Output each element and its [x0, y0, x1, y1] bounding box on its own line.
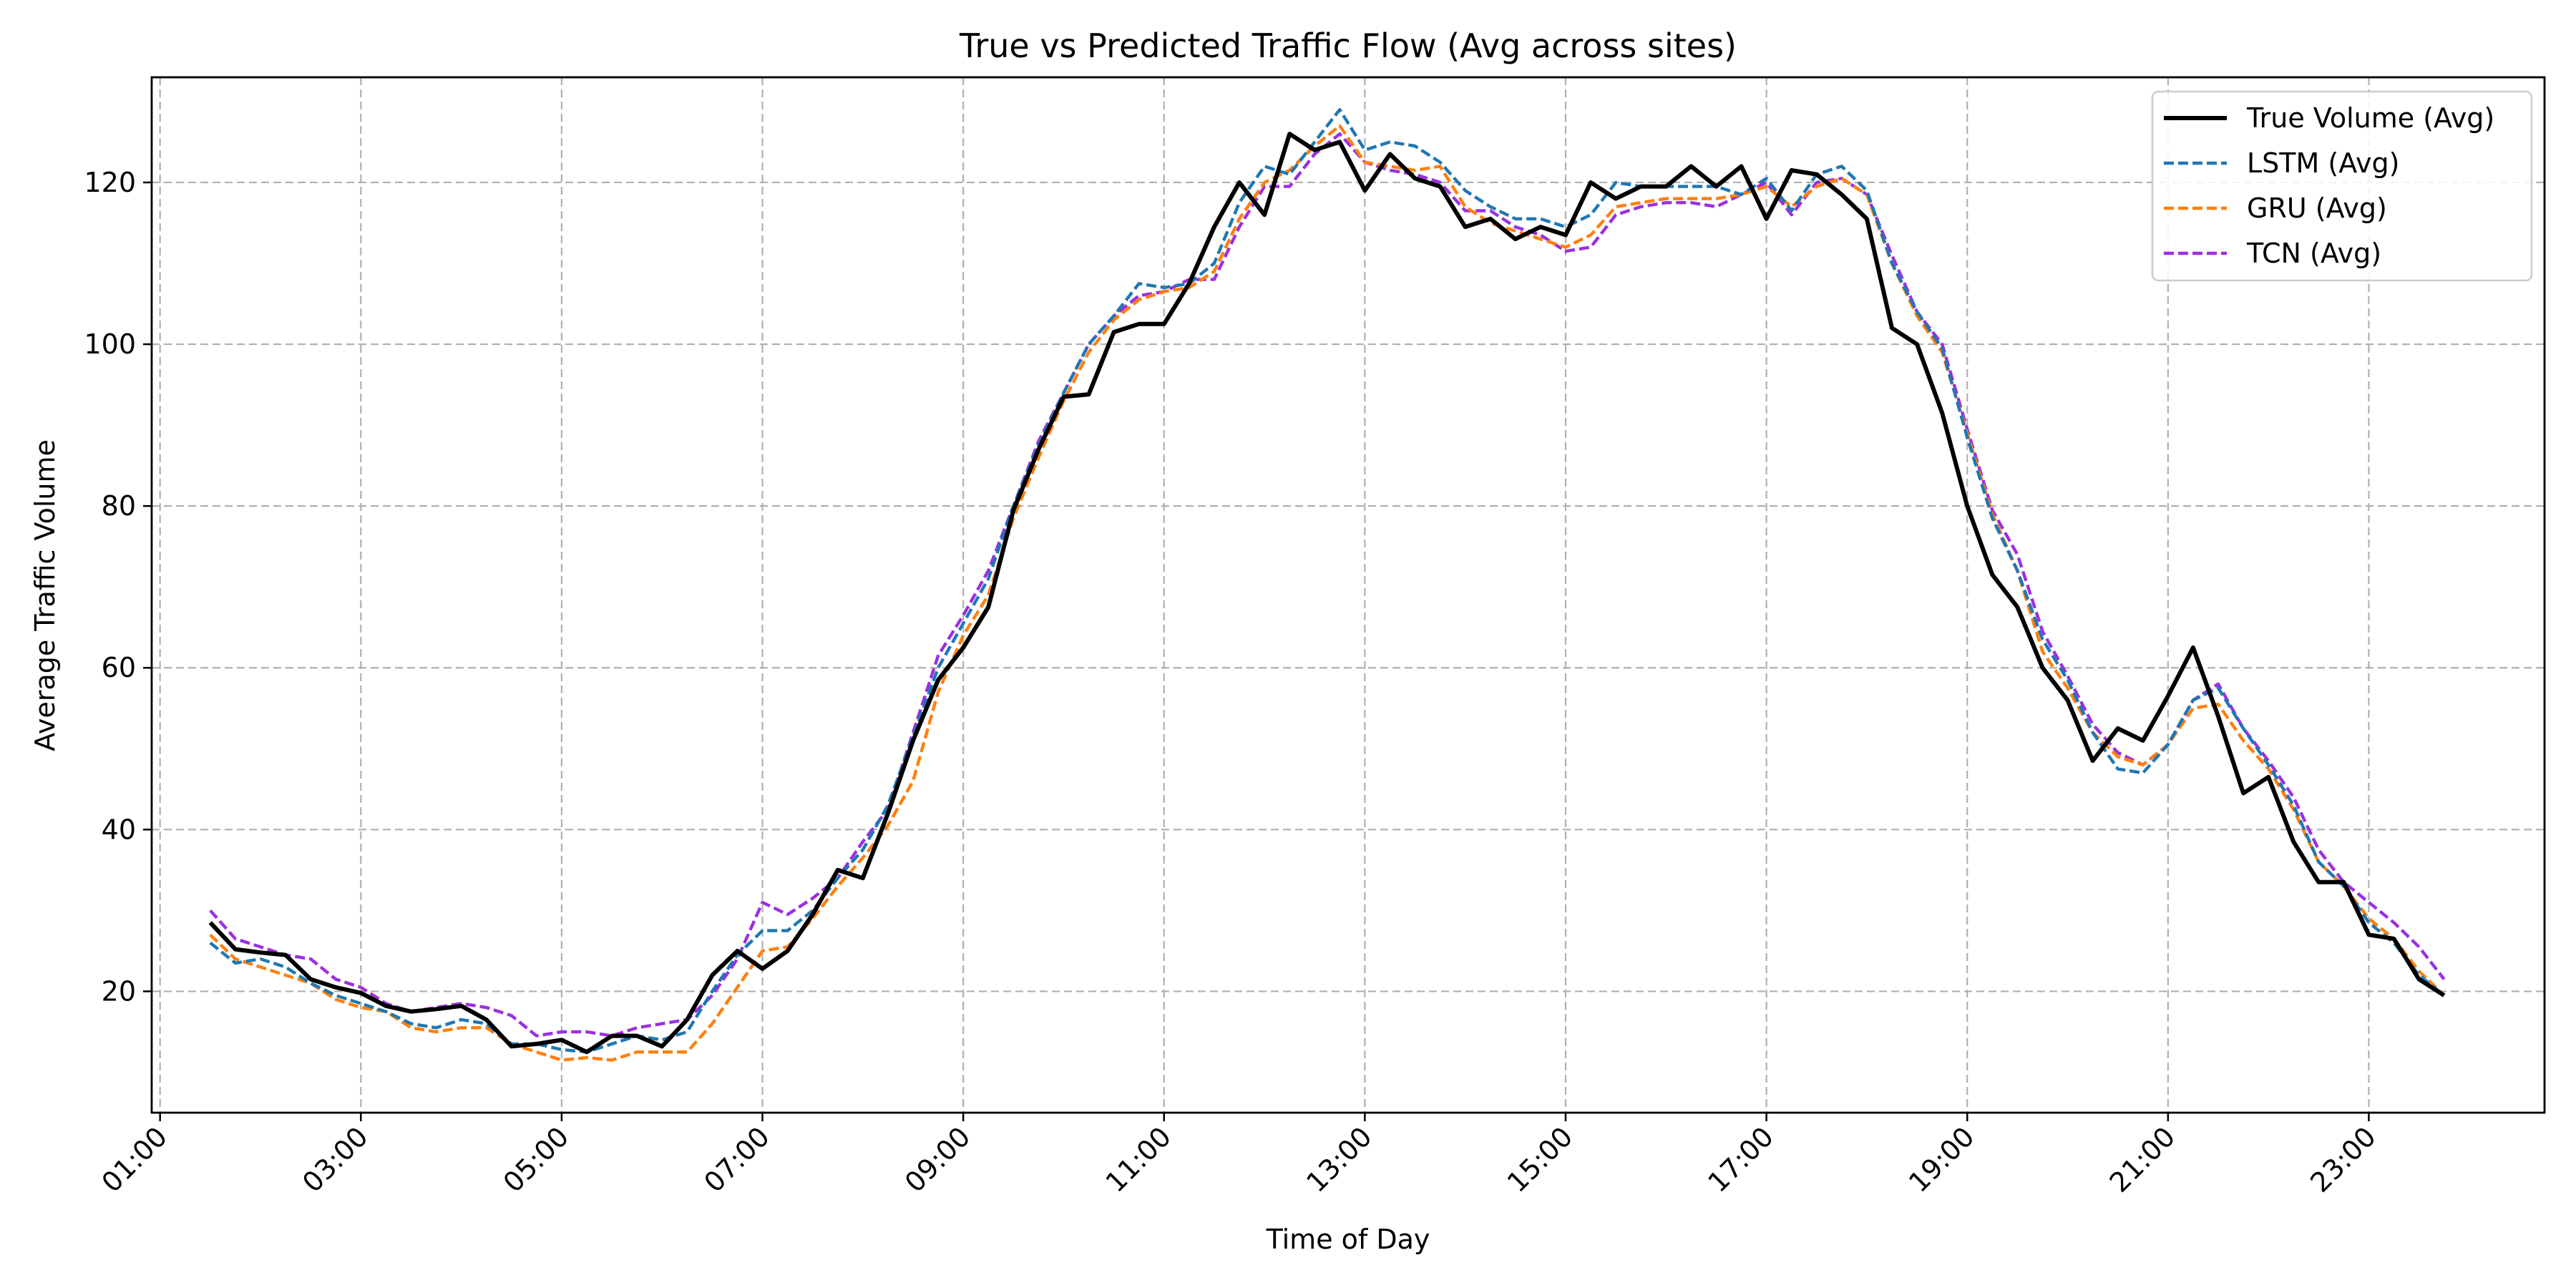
series-line-tcn [209, 132, 2446, 1038]
x-tick-label: 13:00 [1300, 1121, 1378, 1199]
y-tick-label: 20 [102, 975, 136, 1007]
x-tick-label: 19:00 [1903, 1121, 1981, 1199]
axis-ticks: 01:00 03:00 05:00 07:00 09:00 11:00 13:00 15:00… [84, 167, 2381, 1199]
x-tick-label: 07:00 [698, 1121, 776, 1199]
x-tick-label: 21:00 [2104, 1121, 2182, 1199]
y-tick-label: 60 [102, 652, 136, 683]
x-tick-label: 11:00 [1100, 1121, 1178, 1199]
y-tick-label: 120 [84, 167, 136, 198]
grid [152, 77, 2545, 1113]
y-axis-label: Average Traffic Volume [29, 439, 61, 751]
series-line-gru [209, 124, 2446, 1062]
legend-frame [2151, 90, 2533, 282]
x-tick-label: 17:00 [1702, 1121, 1780, 1199]
x-tick-label: 23:00 [2304, 1121, 2382, 1199]
x-tick-label: 01:00 [96, 1121, 174, 1199]
x-tick-label: 05:00 [497, 1121, 575, 1199]
y-tick-label: 100 [84, 328, 136, 360]
series-line-lstm [209, 107, 2446, 1054]
x-tick-label: 09:00 [899, 1121, 977, 1199]
legend-label-gru: GRU (Avg) [2247, 192, 2387, 224]
legend-label-lstm: LSTM (Avg) [2247, 147, 2399, 179]
x-tick-label: 03:00 [296, 1121, 374, 1199]
x-tick-label: 15:00 [1501, 1121, 1579, 1199]
chart-title: True vs Predicted Traffic Flow (Avg acro… [959, 26, 1737, 65]
y-tick-label: 40 [102, 814, 136, 845]
y-tick-label: 80 [102, 490, 136, 522]
legend-label-tcn: TCN (Avg) [2246, 238, 2381, 269]
legend-label-true: True Volume (Avg) [2246, 102, 2494, 134]
plot-area-frame [150, 76, 2546, 1114]
series-line-true-volume [208, 132, 2446, 1055]
legend: True Volume (Avg) LSTM (Avg) GRU (Avg) T… [2151, 90, 2533, 282]
x-axis-label: Time of Day [1266, 1224, 1430, 1255]
series-lines [208, 107, 2446, 1062]
